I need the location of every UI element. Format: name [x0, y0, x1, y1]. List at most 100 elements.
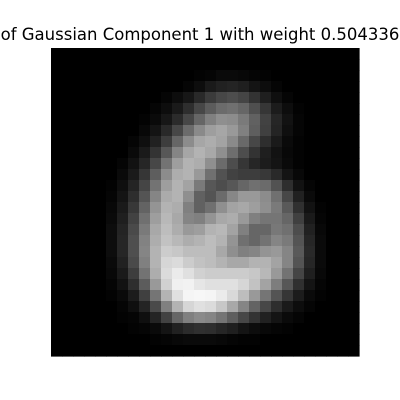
heatmap-cell — [282, 59, 294, 71]
heatmap-cell — [304, 147, 316, 159]
heatmap-cell — [51, 279, 63, 291]
heatmap-cell — [194, 114, 206, 126]
heatmap-cell — [216, 345, 228, 357]
heatmap-cell — [106, 92, 118, 104]
heatmap-cell — [337, 125, 349, 137]
heatmap-cell — [271, 323, 283, 335]
heatmap-cell — [315, 268, 327, 280]
heatmap-cell — [249, 81, 261, 93]
heatmap-cell — [117, 202, 129, 214]
heatmap-cell — [172, 158, 184, 170]
heatmap-cell — [293, 92, 305, 104]
heatmap-cell — [227, 202, 239, 214]
heatmap-cell — [62, 224, 74, 236]
heatmap-cell — [293, 125, 305, 137]
heatmap-cell — [249, 92, 261, 104]
heatmap-cell — [315, 147, 327, 159]
heatmap-cell — [260, 213, 272, 225]
heatmap-cell — [128, 103, 140, 115]
heatmap-cell — [139, 213, 151, 225]
heatmap-cell — [216, 279, 228, 291]
heatmap-cell — [348, 191, 360, 203]
heatmap-cell — [172, 268, 184, 280]
heatmap-cell — [337, 70, 349, 82]
heatmap-cell — [150, 158, 162, 170]
heatmap-cell — [194, 202, 206, 214]
heatmap-cell — [227, 81, 239, 93]
heatmap-cell — [282, 323, 294, 335]
heatmap-cells — [51, 48, 360, 357]
heatmap-cell — [95, 59, 107, 71]
heatmap-cell — [337, 279, 349, 291]
heatmap-cell — [106, 147, 118, 159]
heatmap-cell — [183, 290, 195, 302]
heatmap-cell — [293, 202, 305, 214]
heatmap-cell — [161, 169, 173, 181]
heatmap-cell — [216, 268, 228, 280]
heatmap-cell — [304, 301, 316, 313]
heatmap-cell — [117, 81, 129, 93]
heatmap-cell — [194, 312, 206, 324]
heatmap-cell — [315, 169, 327, 181]
heatmap-cell — [183, 103, 195, 115]
heatmap-cell — [282, 279, 294, 291]
heatmap-cell — [326, 81, 338, 93]
heatmap-cell — [271, 158, 283, 170]
heatmap-cell — [183, 114, 195, 126]
heatmap-cell — [117, 323, 129, 335]
heatmap-cell — [128, 268, 140, 280]
heatmap-cell — [183, 180, 195, 192]
heatmap-cell — [249, 345, 261, 357]
heatmap-cell — [293, 213, 305, 225]
heatmap-cell — [271, 191, 283, 203]
heatmap-cell — [249, 246, 261, 258]
heatmap-cell — [271, 345, 283, 357]
heatmap-cell — [73, 345, 85, 357]
heatmap-cell — [304, 345, 316, 357]
heatmap-cell — [84, 147, 96, 159]
heatmap-cell — [326, 180, 338, 192]
heatmap-cell — [293, 246, 305, 258]
heatmap-cell — [249, 312, 261, 324]
heatmap-cell — [183, 191, 195, 203]
heatmap-cell — [51, 202, 63, 214]
heatmap-cell — [249, 224, 261, 236]
heatmap-cell — [73, 334, 85, 346]
heatmap-cell — [249, 59, 261, 71]
heatmap-cell — [282, 268, 294, 280]
heatmap-cell — [205, 81, 217, 93]
heatmap-cell — [62, 48, 74, 60]
heatmap-cell — [260, 103, 272, 115]
heatmap-cell — [249, 48, 261, 60]
heatmap-cell — [84, 114, 96, 126]
heatmap-cell — [106, 279, 118, 291]
heatmap-cell — [150, 125, 162, 137]
heatmap-cell — [139, 246, 151, 258]
heatmap-cell — [326, 147, 338, 159]
heatmap-cell — [260, 268, 272, 280]
heatmap-cell — [106, 81, 118, 93]
heatmap-cell — [238, 48, 250, 60]
heatmap-cell — [315, 59, 327, 71]
heatmap-cell — [271, 213, 283, 225]
heatmap-cell — [73, 180, 85, 192]
heatmap-cell — [326, 191, 338, 203]
heatmap-cell — [293, 290, 305, 302]
heatmap-cell — [84, 213, 96, 225]
heatmap-cell — [117, 257, 129, 269]
heatmap-cell — [106, 301, 118, 313]
heatmap-cell — [238, 345, 250, 357]
heatmap-cell — [183, 81, 195, 93]
heatmap-cell — [194, 279, 206, 291]
heatmap-cell — [172, 235, 184, 247]
heatmap-cell — [194, 103, 206, 115]
heatmap-cell — [216, 136, 228, 148]
heatmap-cell — [150, 257, 162, 269]
heatmap-cell — [161, 158, 173, 170]
heatmap-cell — [271, 92, 283, 104]
heatmap-cell — [139, 70, 151, 82]
heatmap-cell — [238, 235, 250, 247]
heatmap-cell — [337, 169, 349, 181]
heatmap-cell — [139, 334, 151, 346]
